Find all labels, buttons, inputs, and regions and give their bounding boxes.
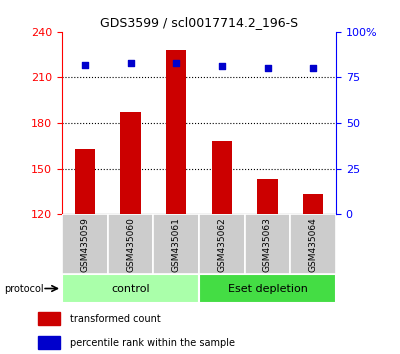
- Text: GSM435059: GSM435059: [80, 217, 89, 272]
- Point: [173, 60, 179, 66]
- Point: [264, 65, 271, 71]
- Point: [82, 62, 88, 68]
- Bar: [74, 149, 95, 214]
- Bar: [120, 112, 141, 214]
- Text: GSM435064: GSM435064: [309, 217, 318, 272]
- Bar: [199, 214, 245, 274]
- Bar: [38, 336, 60, 349]
- Text: Eset depletion: Eset depletion: [228, 284, 308, 293]
- Bar: [199, 274, 336, 303]
- Bar: [257, 179, 278, 214]
- Point: [127, 60, 134, 66]
- Text: GSM435061: GSM435061: [172, 217, 181, 272]
- Title: GDS3599 / scl0017714.2_196-S: GDS3599 / scl0017714.2_196-S: [100, 16, 298, 29]
- Text: GSM435062: GSM435062: [217, 217, 226, 272]
- Point: [310, 65, 316, 71]
- Bar: [62, 214, 108, 274]
- Text: GSM435060: GSM435060: [126, 217, 135, 272]
- Bar: [245, 214, 290, 274]
- Bar: [62, 274, 199, 303]
- Bar: [38, 312, 60, 325]
- Bar: [212, 141, 232, 214]
- Text: transformed count: transformed count: [70, 314, 160, 324]
- Bar: [108, 214, 153, 274]
- Bar: [290, 214, 336, 274]
- Point: [219, 64, 225, 69]
- Text: control: control: [111, 284, 150, 293]
- Bar: [303, 194, 324, 214]
- Text: protocol: protocol: [4, 284, 44, 294]
- Bar: [166, 50, 186, 214]
- Text: percentile rank within the sample: percentile rank within the sample: [70, 337, 235, 348]
- Bar: [153, 214, 199, 274]
- Text: GSM435063: GSM435063: [263, 217, 272, 272]
